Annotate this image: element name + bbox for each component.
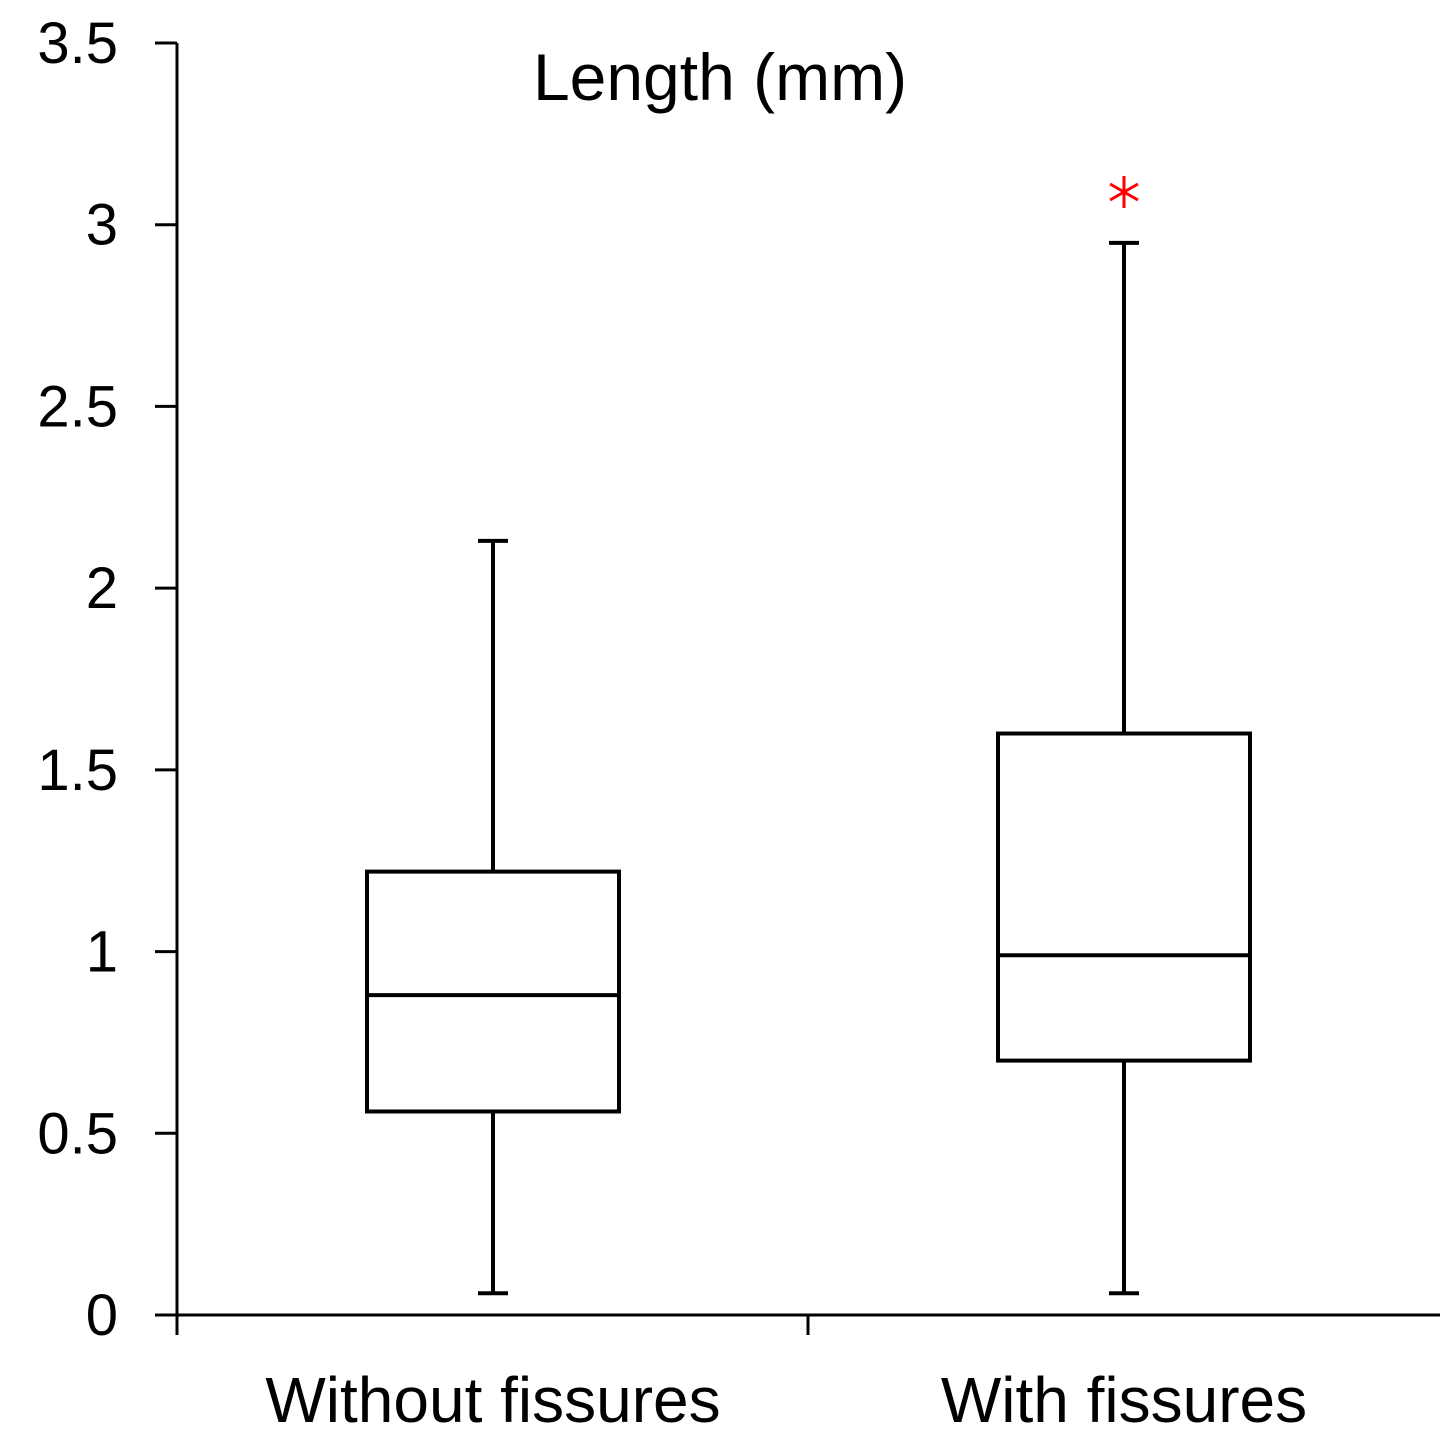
iqr-box: [996, 731, 1252, 1063]
chart-title: Length (mm): [533, 40, 907, 114]
y-tick-label: 0: [86, 1283, 118, 1348]
y-tick-label: 2: [86, 556, 118, 621]
y-tick-label: 3.5: [37, 11, 118, 76]
category-label: With fissures: [941, 1364, 1307, 1430]
y-ticks: 0 0.5 1 1.5 2 2.5 3 3.5: [37, 11, 177, 1348]
y-tick-label: 3: [86, 193, 118, 258]
y-tick-label: 1: [86, 920, 118, 985]
axes: [155, 43, 1440, 1335]
box-group: [365, 538, 621, 1296]
outlier-marker: [1109, 176, 1139, 209]
y-tick-label: 2.5: [37, 374, 118, 439]
y-tick-label: 1.5: [37, 738, 118, 803]
boxes: [365, 176, 1252, 1296]
iqr-box: [365, 869, 621, 1114]
box-group: [996, 176, 1252, 1296]
y-tick-label: 0.5: [37, 1101, 118, 1166]
category-label: Without fissures: [265, 1364, 720, 1430]
category-labels: Without fissures With fissures: [265, 1364, 1307, 1430]
